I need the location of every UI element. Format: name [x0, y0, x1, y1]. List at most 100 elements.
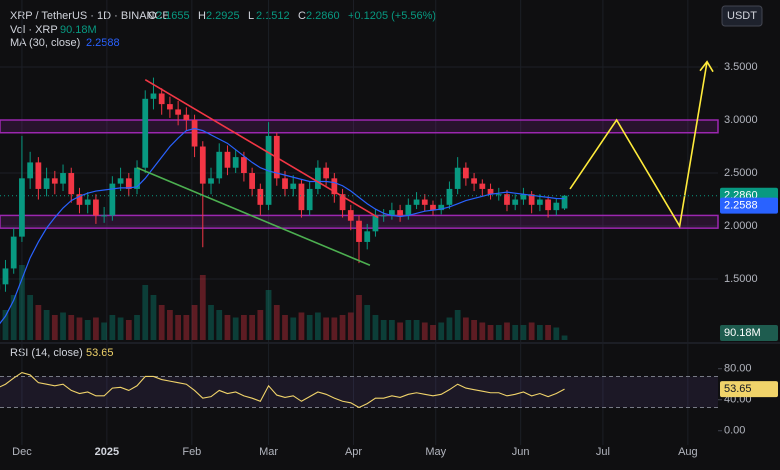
volume-bar: [68, 315, 75, 340]
volume-bar: [93, 317, 99, 340]
candle-body: [512, 199, 519, 205]
candle-body: [347, 210, 354, 221]
candle-body: [109, 183, 116, 216]
candle-body: [487, 188, 494, 195]
volume-bar: [397, 322, 403, 340]
rsi-tick-label: 80.00: [724, 363, 752, 375]
candle-body: [315, 167, 321, 189]
volume-bar: [101, 322, 108, 340]
volume-bar: [10, 295, 17, 340]
volume-bar: [175, 315, 182, 340]
volume-bar: [19, 265, 25, 340]
x-tick-label: Dec: [12, 446, 32, 458]
currency-button[interactable]: [721, 5, 763, 27]
ohlc-key: O: [148, 10, 157, 22]
candle-body: [479, 183, 486, 189]
candle-body: [142, 98, 149, 168]
volume-bar: [306, 315, 313, 340]
candle-body: [520, 194, 527, 200]
volume-bar: [528, 322, 535, 340]
volume-bar: [561, 335, 568, 340]
ohlc-value: 2.1512: [256, 10, 290, 22]
candle-body: [158, 93, 165, 105]
rsi-band: [0, 376, 718, 408]
volume-bar: [142, 285, 149, 340]
volume-bar: [191, 305, 198, 340]
candle-body: [183, 114, 190, 121]
candle-body: [150, 93, 157, 99]
candle-body: [372, 215, 379, 232]
ma-tag-label: 2.2588: [724, 199, 758, 211]
candle-body: [364, 231, 371, 242]
trend-line: [136, 166, 371, 266]
ohlc-value: 2.2860: [306, 10, 340, 22]
candle-body: [101, 215, 108, 217]
rsi-value: 53.65: [86, 347, 114, 359]
volume-bar: [298, 312, 305, 340]
volume-bar: [553, 327, 560, 340]
volume-bar: [109, 315, 116, 340]
volume-bar: [241, 315, 247, 340]
x-tick-label: Mar: [259, 446, 278, 458]
volume-bar: [520, 325, 527, 340]
volume-bar: [273, 305, 280, 340]
candle-body: [117, 178, 124, 184]
rsi-tag-label: 53.65: [724, 383, 752, 395]
candle-body: [421, 199, 428, 205]
volume-bar: [125, 320, 132, 340]
zone: [0, 119, 719, 134]
candle-body: [76, 194, 83, 205]
candle-body: [68, 173, 75, 195]
volume-bar: [536, 325, 543, 340]
volume-bar: [27, 295, 34, 340]
candle-body: [389, 210, 395, 216]
volume-bar: [315, 312, 321, 340]
y-tick-label: 2.0000: [724, 220, 758, 232]
candle-body: [2, 268, 9, 285]
ma-value: 2.2588: [86, 37, 120, 49]
volume-tag-label: 90.18M: [724, 327, 761, 339]
currency[interactable]: USDT: [727, 10, 757, 22]
y-tick-label: 2.5000: [724, 167, 758, 179]
x-tick-label: Apr: [345, 446, 362, 458]
volume-bar: [224, 315, 231, 340]
candle-body: [430, 204, 436, 211]
volume-bar: [216, 310, 223, 340]
volume-bar: [323, 317, 329, 340]
candle-body: [224, 151, 231, 168]
candle-body: [282, 178, 288, 189]
volume-bar: [117, 317, 124, 340]
candle-body: [257, 188, 264, 205]
candle-body: [356, 220, 362, 242]
volume-bar: [430, 325, 436, 340]
rsi-tag: [720, 381, 778, 398]
volume-bar: [487, 325, 494, 340]
candle-body: [290, 183, 297, 189]
volume-bar: [512, 325, 519, 340]
candle-body: [306, 188, 313, 211]
rsi-name: RSI (14, close): [10, 347, 83, 359]
candle-body: [134, 167, 140, 189]
volume-bar: [364, 305, 371, 340]
candle-body: [331, 178, 338, 195]
volume-bar: [232, 317, 239, 340]
volume-bar: [150, 295, 157, 340]
candle-body: [84, 199, 91, 205]
rsi-tick-label: 0.00: [724, 425, 745, 437]
volume-bar: [35, 305, 42, 340]
volume-bar: [413, 320, 420, 340]
volume-bar: [331, 317, 338, 340]
ohlc-value: 2.2925: [206, 10, 240, 22]
candle-body: [19, 178, 25, 237]
volume-bar: [421, 322, 428, 340]
trend-line: [144, 79, 379, 219]
candle-body: [43, 178, 50, 189]
volume-bar: [454, 310, 461, 340]
candle-body: [545, 199, 551, 211]
ohlc-key: H: [198, 10, 206, 22]
candle-body: [380, 215, 387, 217]
x-tick-label: Jun: [512, 446, 530, 458]
